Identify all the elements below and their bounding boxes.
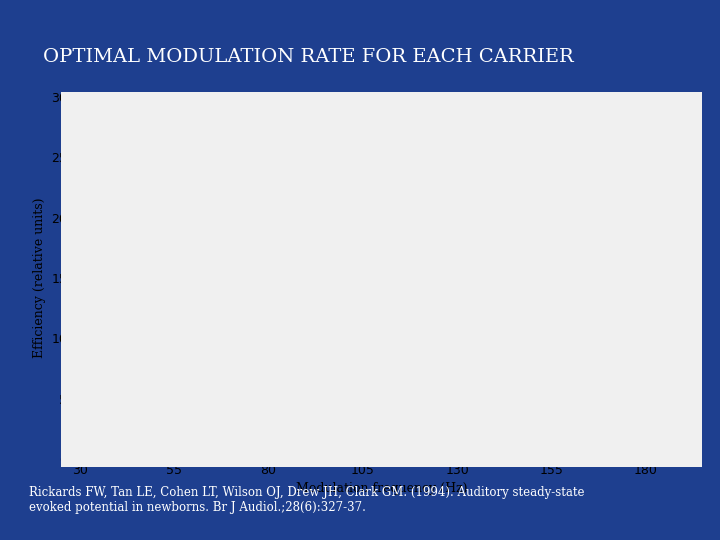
X-axis label: Modulation frequency (Hz): Modulation frequency (Hz)	[296, 482, 467, 495]
Text: OPTIMAL MODULATION RATE FOR EACH CARRIER: OPTIMAL MODULATION RATE FOR EACH CARRIER	[43, 48, 574, 66]
Legend: 500 Hz, 1500 Hz, 4000 Hz: 500 Hz, 1500 Hz, 4000 Hz	[588, 104, 685, 167]
Text: Rickards FW, Tan LE, Cohen LT, Wilson OJ, Drew JH, Clark GM. (1994). Auditory st: Rickards FW, Tan LE, Cohen LT, Wilson OJ…	[29, 486, 585, 514]
Y-axis label: Efficiency (relative units): Efficiency (relative units)	[32, 198, 45, 359]
